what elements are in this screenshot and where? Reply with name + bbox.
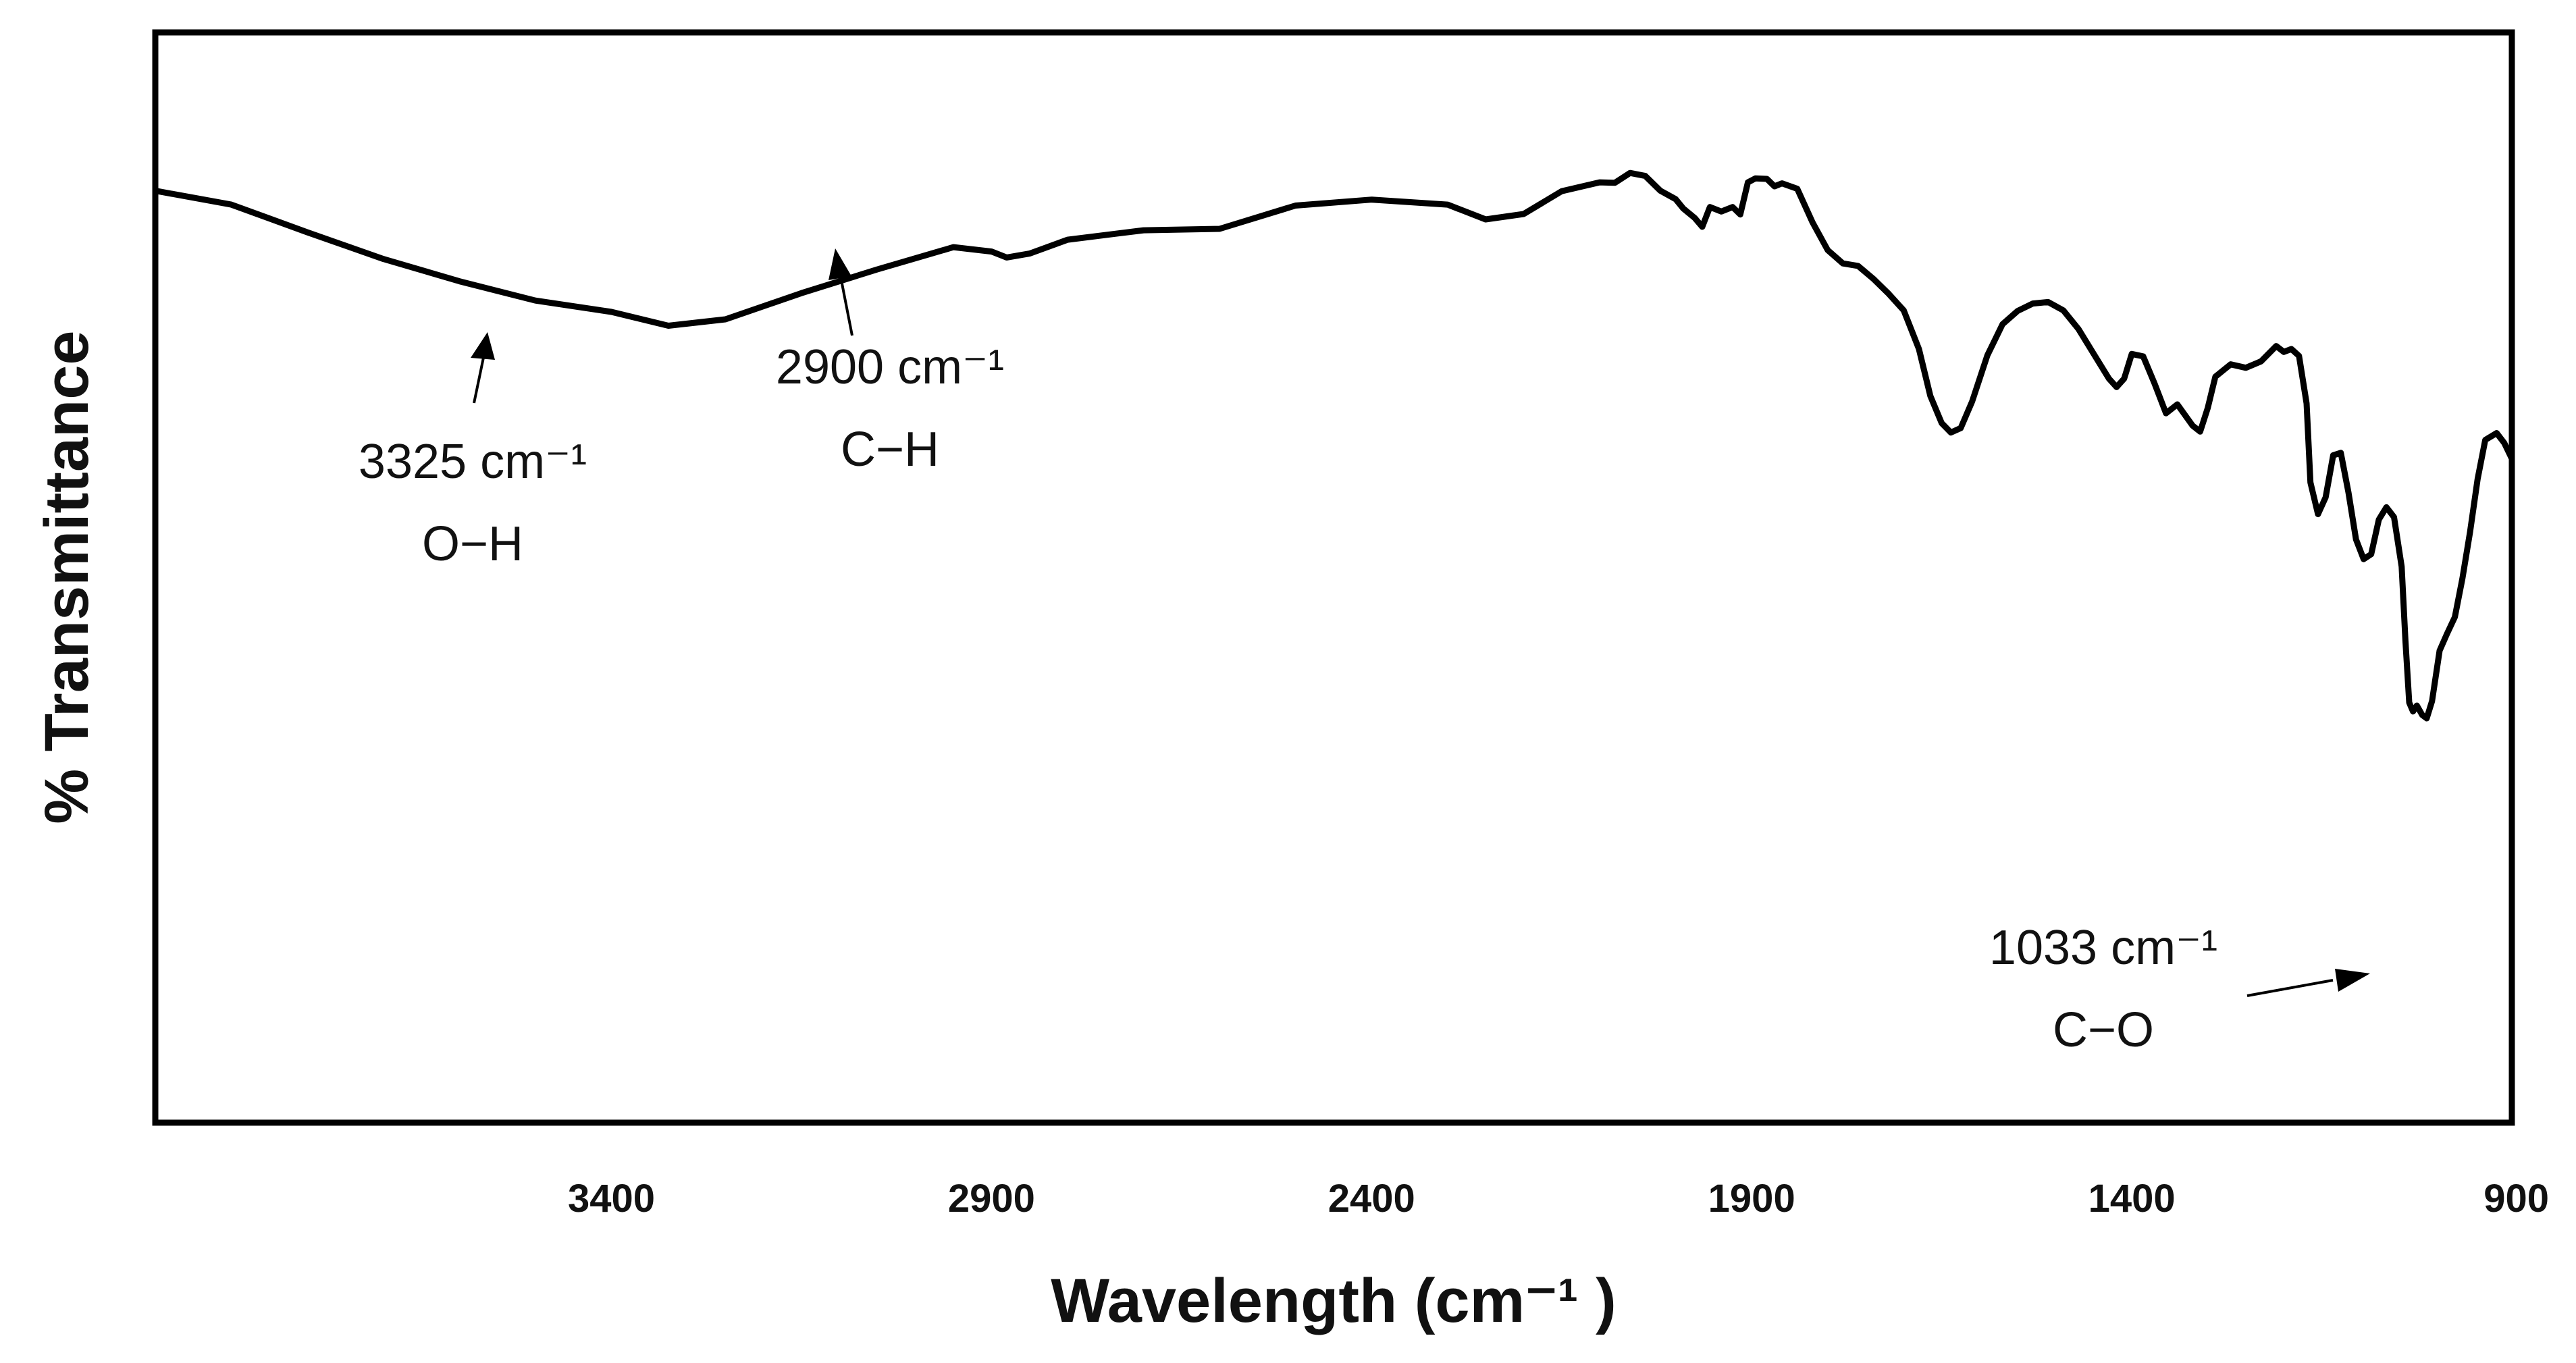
annotation-group: C−H — [841, 423, 939, 477]
x-tick-label-1900: 1900 — [1708, 1177, 1795, 1221]
arrow-head-icon — [829, 248, 851, 280]
annotation-group: C−O — [2053, 1003, 2154, 1057]
x-tick-label-900: 900 — [2483, 1177, 2549, 1221]
x-tick-label-3400: 3400 — [568, 1177, 655, 1221]
annotation-2900: 2900 cm⁻¹ C−H — [776, 248, 1004, 477]
annotation-arrow — [2246, 979, 2334, 997]
annotation-3325: 3325 cm⁻¹ O−H — [359, 332, 587, 571]
annotation-arrow — [473, 354, 485, 404]
spectrum-line — [152, 169, 2515, 722]
annotation-1033: 1033 cm⁻¹ C−O — [1989, 921, 2370, 1057]
x-tick-label-2900: 2900 — [948, 1177, 1035, 1221]
x-tick-labels: 3400 2900 2400 1900 1400 900 — [568, 1177, 2549, 1221]
annotation-group: O−H — [422, 517, 523, 571]
annotation-arrow — [839, 276, 853, 336]
annotation-wavenumber: 1033 cm⁻¹ — [1989, 921, 2217, 975]
plot-frame — [152, 29, 2515, 1126]
x-axis-title: Wavelength (cm⁻¹ ) — [1051, 1266, 1616, 1335]
x-tick-label-1400: 1400 — [2088, 1177, 2176, 1221]
y-axis-title: % Transmittance — [32, 330, 101, 824]
arrow-head-icon — [471, 332, 495, 360]
annotation-wavenumber: 2900 cm⁻¹ — [776, 340, 1004, 394]
x-tick-label-2400: 2400 — [1328, 1177, 1415, 1221]
annotation-wavenumber: 3325 cm⁻¹ — [359, 435, 587, 489]
arrow-head-icon — [2335, 969, 2370, 992]
